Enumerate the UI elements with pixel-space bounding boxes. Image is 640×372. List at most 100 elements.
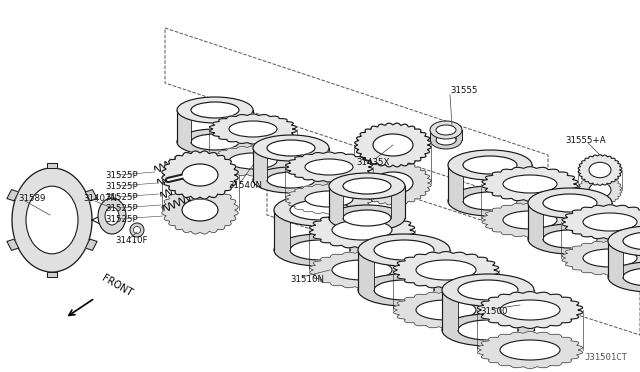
Polygon shape xyxy=(477,331,582,369)
Text: 31435X: 31435X xyxy=(356,157,389,167)
Polygon shape xyxy=(285,184,372,214)
Ellipse shape xyxy=(274,194,366,226)
Ellipse shape xyxy=(608,262,640,292)
Ellipse shape xyxy=(229,121,277,137)
Polygon shape xyxy=(482,167,578,201)
Ellipse shape xyxy=(332,260,392,280)
Ellipse shape xyxy=(458,280,518,300)
Polygon shape xyxy=(85,190,97,201)
Ellipse shape xyxy=(305,159,353,175)
Ellipse shape xyxy=(105,207,119,225)
Ellipse shape xyxy=(191,102,239,118)
Polygon shape xyxy=(85,239,97,250)
Ellipse shape xyxy=(448,186,532,216)
Polygon shape xyxy=(12,168,92,272)
Ellipse shape xyxy=(623,268,640,286)
Polygon shape xyxy=(597,203,612,239)
Text: 31525P: 31525P xyxy=(105,170,138,180)
Polygon shape xyxy=(7,239,19,250)
Ellipse shape xyxy=(430,131,462,149)
Ellipse shape xyxy=(358,274,450,306)
Ellipse shape xyxy=(463,156,517,174)
Polygon shape xyxy=(528,203,543,239)
Polygon shape xyxy=(209,114,296,144)
Text: 31525P: 31525P xyxy=(105,182,138,190)
Ellipse shape xyxy=(608,226,640,256)
Ellipse shape xyxy=(583,249,637,267)
Ellipse shape xyxy=(373,172,413,194)
Ellipse shape xyxy=(528,224,612,254)
Ellipse shape xyxy=(458,320,518,340)
Ellipse shape xyxy=(528,188,612,218)
Ellipse shape xyxy=(343,178,391,194)
Polygon shape xyxy=(239,110,253,142)
Ellipse shape xyxy=(416,300,476,320)
Ellipse shape xyxy=(623,232,640,250)
Polygon shape xyxy=(177,110,191,142)
Text: J31501CT: J31501CT xyxy=(584,353,627,362)
Ellipse shape xyxy=(191,134,239,150)
Ellipse shape xyxy=(177,97,253,123)
Ellipse shape xyxy=(503,211,557,229)
Ellipse shape xyxy=(177,129,253,155)
Ellipse shape xyxy=(500,340,560,360)
Ellipse shape xyxy=(436,135,456,145)
Ellipse shape xyxy=(500,300,560,320)
Ellipse shape xyxy=(290,240,350,260)
Polygon shape xyxy=(329,186,343,218)
Polygon shape xyxy=(253,148,267,180)
Ellipse shape xyxy=(373,134,413,156)
Polygon shape xyxy=(482,203,578,237)
Ellipse shape xyxy=(543,194,597,212)
Polygon shape xyxy=(434,250,450,290)
Ellipse shape xyxy=(329,205,405,231)
Polygon shape xyxy=(162,151,238,199)
Polygon shape xyxy=(7,190,19,201)
Ellipse shape xyxy=(130,223,144,237)
Polygon shape xyxy=(47,163,57,168)
Polygon shape xyxy=(430,130,436,140)
Ellipse shape xyxy=(416,260,476,280)
Ellipse shape xyxy=(253,135,329,161)
Ellipse shape xyxy=(182,164,218,186)
Ellipse shape xyxy=(182,199,218,221)
Ellipse shape xyxy=(436,125,456,135)
Text: 31525P: 31525P xyxy=(105,192,138,202)
Polygon shape xyxy=(358,250,374,290)
Polygon shape xyxy=(456,130,462,140)
Polygon shape xyxy=(578,174,622,205)
Polygon shape xyxy=(162,186,238,234)
Ellipse shape xyxy=(543,230,597,248)
Text: 31410F: 31410F xyxy=(115,235,147,244)
Polygon shape xyxy=(209,146,296,176)
Ellipse shape xyxy=(374,240,434,260)
Ellipse shape xyxy=(463,192,517,210)
Polygon shape xyxy=(309,212,415,248)
Ellipse shape xyxy=(253,167,329,193)
Ellipse shape xyxy=(503,175,557,193)
Text: 31540N: 31540N xyxy=(228,180,262,189)
Ellipse shape xyxy=(267,172,315,188)
Polygon shape xyxy=(442,290,458,330)
Ellipse shape xyxy=(26,186,78,254)
Text: 31555+A: 31555+A xyxy=(565,135,605,144)
Polygon shape xyxy=(355,161,431,205)
Text: 31407N: 31407N xyxy=(83,193,117,202)
Polygon shape xyxy=(518,290,534,330)
Ellipse shape xyxy=(274,234,366,266)
Ellipse shape xyxy=(290,200,350,220)
Polygon shape xyxy=(309,251,415,288)
Text: 31500: 31500 xyxy=(480,308,508,317)
Ellipse shape xyxy=(374,280,434,300)
Ellipse shape xyxy=(358,234,450,266)
Ellipse shape xyxy=(267,140,315,156)
Polygon shape xyxy=(517,165,532,201)
Polygon shape xyxy=(315,148,329,180)
Polygon shape xyxy=(562,241,640,275)
Ellipse shape xyxy=(589,162,611,178)
Ellipse shape xyxy=(442,314,534,346)
Ellipse shape xyxy=(229,153,277,169)
Text: 31589: 31589 xyxy=(18,193,45,202)
Ellipse shape xyxy=(343,210,391,226)
Text: 31510N: 31510N xyxy=(290,276,324,285)
